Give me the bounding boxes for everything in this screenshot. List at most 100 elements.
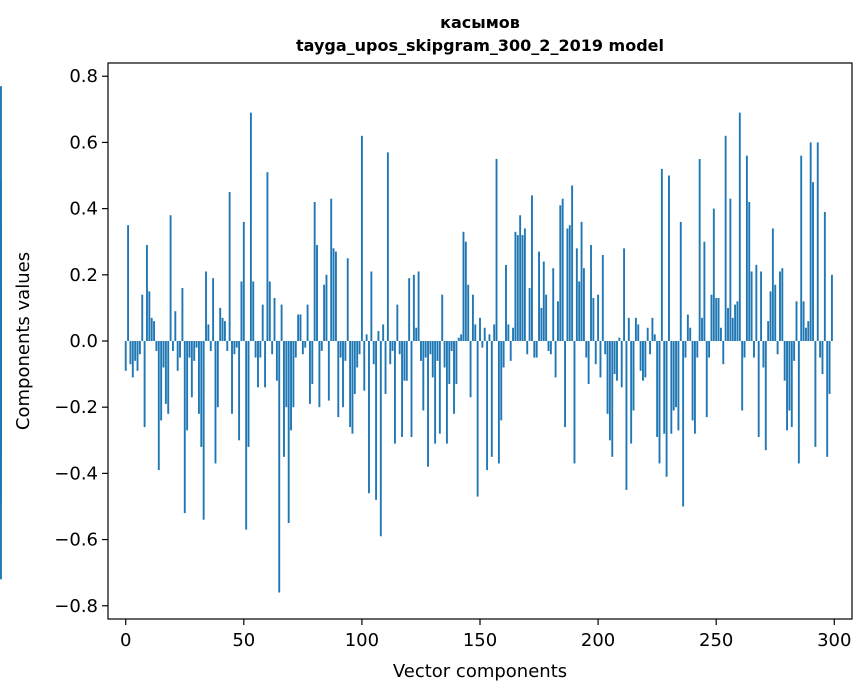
bar [254,341,257,358]
bar [604,341,607,355]
bar [557,301,559,341]
bar [637,324,640,341]
bar [578,281,581,341]
bar [738,112,741,341]
bar [351,341,354,434]
bar [311,341,314,385]
bar-series [0,86,833,593]
bar [634,317,637,341]
bar [613,341,616,375]
bar [346,258,349,341]
bar [297,314,300,341]
bar [750,271,753,341]
bar [441,294,444,341]
bar [405,341,408,381]
bar [821,341,824,375]
bar [587,341,590,385]
bar [663,341,666,434]
bar [653,334,656,341]
bar [774,284,777,341]
y-tick-label: 0.2 [69,265,98,286]
bar [420,341,422,361]
bar [436,341,439,361]
bar [660,168,663,341]
bar [523,228,526,341]
bar [287,341,290,524]
bar [474,324,477,341]
x-tick-label: 200 [581,630,615,651]
bar [627,317,630,341]
bar [764,341,767,451]
bar [429,341,432,355]
bar [797,341,800,464]
bar [490,341,493,457]
bar [209,341,212,351]
bar [559,205,562,341]
bar [531,195,533,341]
bar [450,341,453,351]
y-tick-label: −0.6 [54,530,98,551]
bar [701,317,703,341]
bar [323,284,326,341]
bar [793,341,796,361]
bar [337,341,340,418]
bar [216,341,219,408]
bar [769,291,772,341]
bar [339,341,342,358]
bar [571,185,574,341]
bar [561,198,564,341]
bar [266,172,269,341]
bar [757,341,760,437]
plot-frame [107,62,853,620]
bar [365,334,368,341]
bar [188,341,191,358]
bar [795,301,798,341]
bar [528,288,531,341]
bar [455,341,458,385]
bar [693,341,696,434]
bar [327,341,330,401]
x-tick-label: 300 [817,630,851,651]
bar [554,341,557,378]
bar [533,341,536,358]
bar [342,341,344,408]
bar [261,304,264,341]
y-tick-label: 0.6 [69,132,98,153]
bar [729,198,732,341]
bar [611,341,614,457]
bar [616,341,618,381]
bar [665,341,668,477]
bar [370,271,373,341]
x-axis-label: Vector components [393,661,567,682]
bar [231,341,233,414]
bar [445,341,448,444]
bar [705,341,708,418]
bar [608,341,611,441]
bar [575,248,578,341]
bar [689,327,692,341]
bar [715,297,718,341]
bar [252,281,255,341]
bar [606,341,609,414]
bar [495,158,498,341]
bar [623,248,626,341]
bar [228,192,231,341]
bar [313,202,316,341]
bar [330,198,333,341]
y-tick-label: −0.4 [54,463,98,484]
bar [443,341,446,368]
bar [703,241,706,341]
bar [157,341,160,471]
bar [238,341,241,441]
bar [469,341,472,398]
bar [309,341,311,404]
bar [594,341,597,365]
bar [670,341,673,434]
bar [290,341,292,431]
bar [734,304,737,341]
bar [568,225,571,341]
bar [786,341,788,431]
bar [748,202,751,341]
bar [200,341,203,447]
